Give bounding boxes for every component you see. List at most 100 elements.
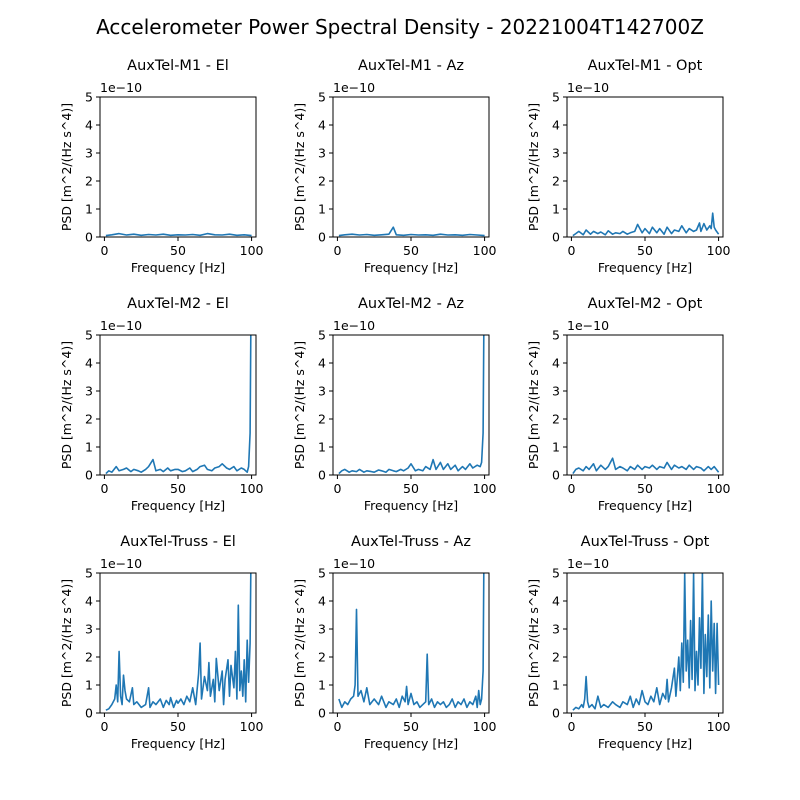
y-tick-label: 0 [318,230,326,245]
x-axis-label: Frequency [Hz] [598,498,692,513]
y-tick-label: 3 [552,384,560,399]
x-tick-label: 0 [567,719,575,734]
x-axis-label: Frequency [Hz] [598,260,692,275]
y-tick-label: 3 [85,146,93,161]
y-tick-label: 0 [318,706,326,721]
y-tick-label: 1 [85,202,93,217]
x-tick-label: 0 [100,719,108,734]
x-tick-label: 0 [567,243,575,258]
y-tick-label: 5 [552,90,560,105]
y-tick-label: 0 [552,230,560,245]
y-tick-label: 4 [552,118,560,133]
psd-panel-2: AuxTel-M1 - Az 0 50 100 0 1 2 3 4 5 1e−10 Frequency… [292,58,497,275]
x-tick-label: 100 [707,719,731,734]
y-tick-label: 4 [85,356,93,371]
panel-title: AuxTel-M1 - Az [358,58,464,74]
y-offset-label: 1e−10 [100,556,142,571]
x-axis-label: Frequency [Hz] [598,736,692,751]
psd-panel-9: AuxTel-Truss - Opt 0 50 100 0 1 2 3 4 5 1e−10 Frequ… [526,534,731,751]
y-tick-label: 2 [552,650,560,665]
x-axis-label: Frequency [Hz] [364,736,458,751]
y-tick-label: 5 [318,566,326,581]
y-offset-label: 1e−10 [333,318,375,333]
y-axis-label: PSD [m^2/(Hz s^4)] [526,341,541,469]
y-tick-label: 5 [318,328,326,343]
x-tick-label: 50 [403,481,419,496]
y-tick-label: 2 [318,412,326,427]
y-tick-label: 5 [85,566,93,581]
x-tick-label: 100 [707,243,731,258]
y-tick-label: 2 [552,174,560,189]
x-tick-label: 100 [473,719,497,734]
y-offset-label: 1e−10 [333,80,375,95]
y-axis-label: PSD [m^2/(Hz s^4)] [526,103,541,231]
y-tick-label: 1 [318,202,326,217]
psd-series-line [105,232,252,237]
y-tick-label: 2 [318,650,326,665]
y-axis-label: PSD [m^2/(Hz s^4)] [292,103,307,231]
panel-title: AuxTel-M1 - Opt [588,58,703,74]
y-tick-label: 4 [85,118,93,133]
x-axis-label: Frequency [Hz] [364,498,458,513]
x-tick-label: 0 [333,243,341,258]
y-offset-label: 1e−10 [100,80,142,95]
panel-title: AuxTel-M1 - El [127,58,229,74]
y-tick-label: 1 [85,440,93,455]
psd-series-line [105,335,252,475]
psd-panel-6: AuxTel-M2 - Opt 0 50 100 0 1 2 3 4 5 1e−10 Frequenc… [526,296,731,513]
y-tick-label: 3 [552,622,560,637]
y-tick-label: 1 [318,440,326,455]
y-tick-label: 5 [552,566,560,581]
y-tick-label: 3 [318,146,326,161]
psd-series-line [572,212,720,237]
x-tick-label: 50 [170,719,186,734]
y-tick-label: 0 [318,468,326,483]
y-tick-label: 2 [85,412,93,427]
plot-frame [332,334,490,476]
x-tick-label: 100 [240,481,264,496]
x-tick-label: 50 [170,481,186,496]
y-offset-label: 1e−10 [100,318,142,333]
y-tick-label: 5 [552,328,560,343]
y-tick-label: 4 [318,118,326,133]
y-tick-label: 5 [85,328,93,343]
y-tick-label: 2 [85,174,93,189]
x-axis-label: Frequency [Hz] [131,260,225,275]
y-tick-label: 2 [85,650,93,665]
y-tick-label: 3 [85,622,93,637]
psd-panel-7: AuxTel-Truss - El 0 50 100 0 1 2 3 4 5 1e−10 Freque… [59,534,264,751]
plot-frame [566,334,724,476]
y-offset-label: 1e−10 [567,318,609,333]
x-tick-label: 50 [403,719,419,734]
y-tick-label: 1 [318,678,326,693]
plot-frame [332,96,490,238]
x-tick-label: 50 [637,719,653,734]
x-axis-label: Frequency [Hz] [364,260,458,275]
x-tick-label: 50 [637,243,653,258]
y-tick-label: 1 [552,202,560,217]
x-axis-label: Frequency [Hz] [131,498,225,513]
psd-panel-1: AuxTel-M1 - El 0 50 100 0 1 2 3 4 5 1e−10 Frequency… [59,58,264,275]
y-offset-label: 1e−10 [567,556,609,571]
psd-panel-3: AuxTel-M1 - Opt 0 50 100 0 1 2 3 4 5 1e−10 Frequenc… [526,58,731,275]
plot-frame [99,96,257,238]
panel-title: AuxTel-M2 - El [127,296,229,312]
y-tick-label: 3 [552,146,560,161]
y-axis-label: PSD [m^2/(Hz s^4)] [59,579,74,707]
psd-series-line [105,573,252,711]
y-axis-label: PSD [m^2/(Hz s^4)] [59,341,74,469]
plot-frame [99,334,257,476]
y-tick-label: 4 [318,356,326,371]
y-tick-label: 2 [552,412,560,427]
psd-series-line [338,573,485,709]
psd-series-line [338,335,485,475]
panel-title: AuxTel-M2 - Opt [588,296,703,312]
y-axis-label: PSD [m^2/(Hz s^4)] [292,341,307,469]
x-tick-label: 50 [637,481,653,496]
y-tick-label: 5 [85,90,93,105]
y-tick-label: 3 [318,622,326,637]
y-offset-label: 1e−10 [333,556,375,571]
y-tick-label: 1 [552,440,560,455]
y-tick-label: 5 [318,90,326,105]
